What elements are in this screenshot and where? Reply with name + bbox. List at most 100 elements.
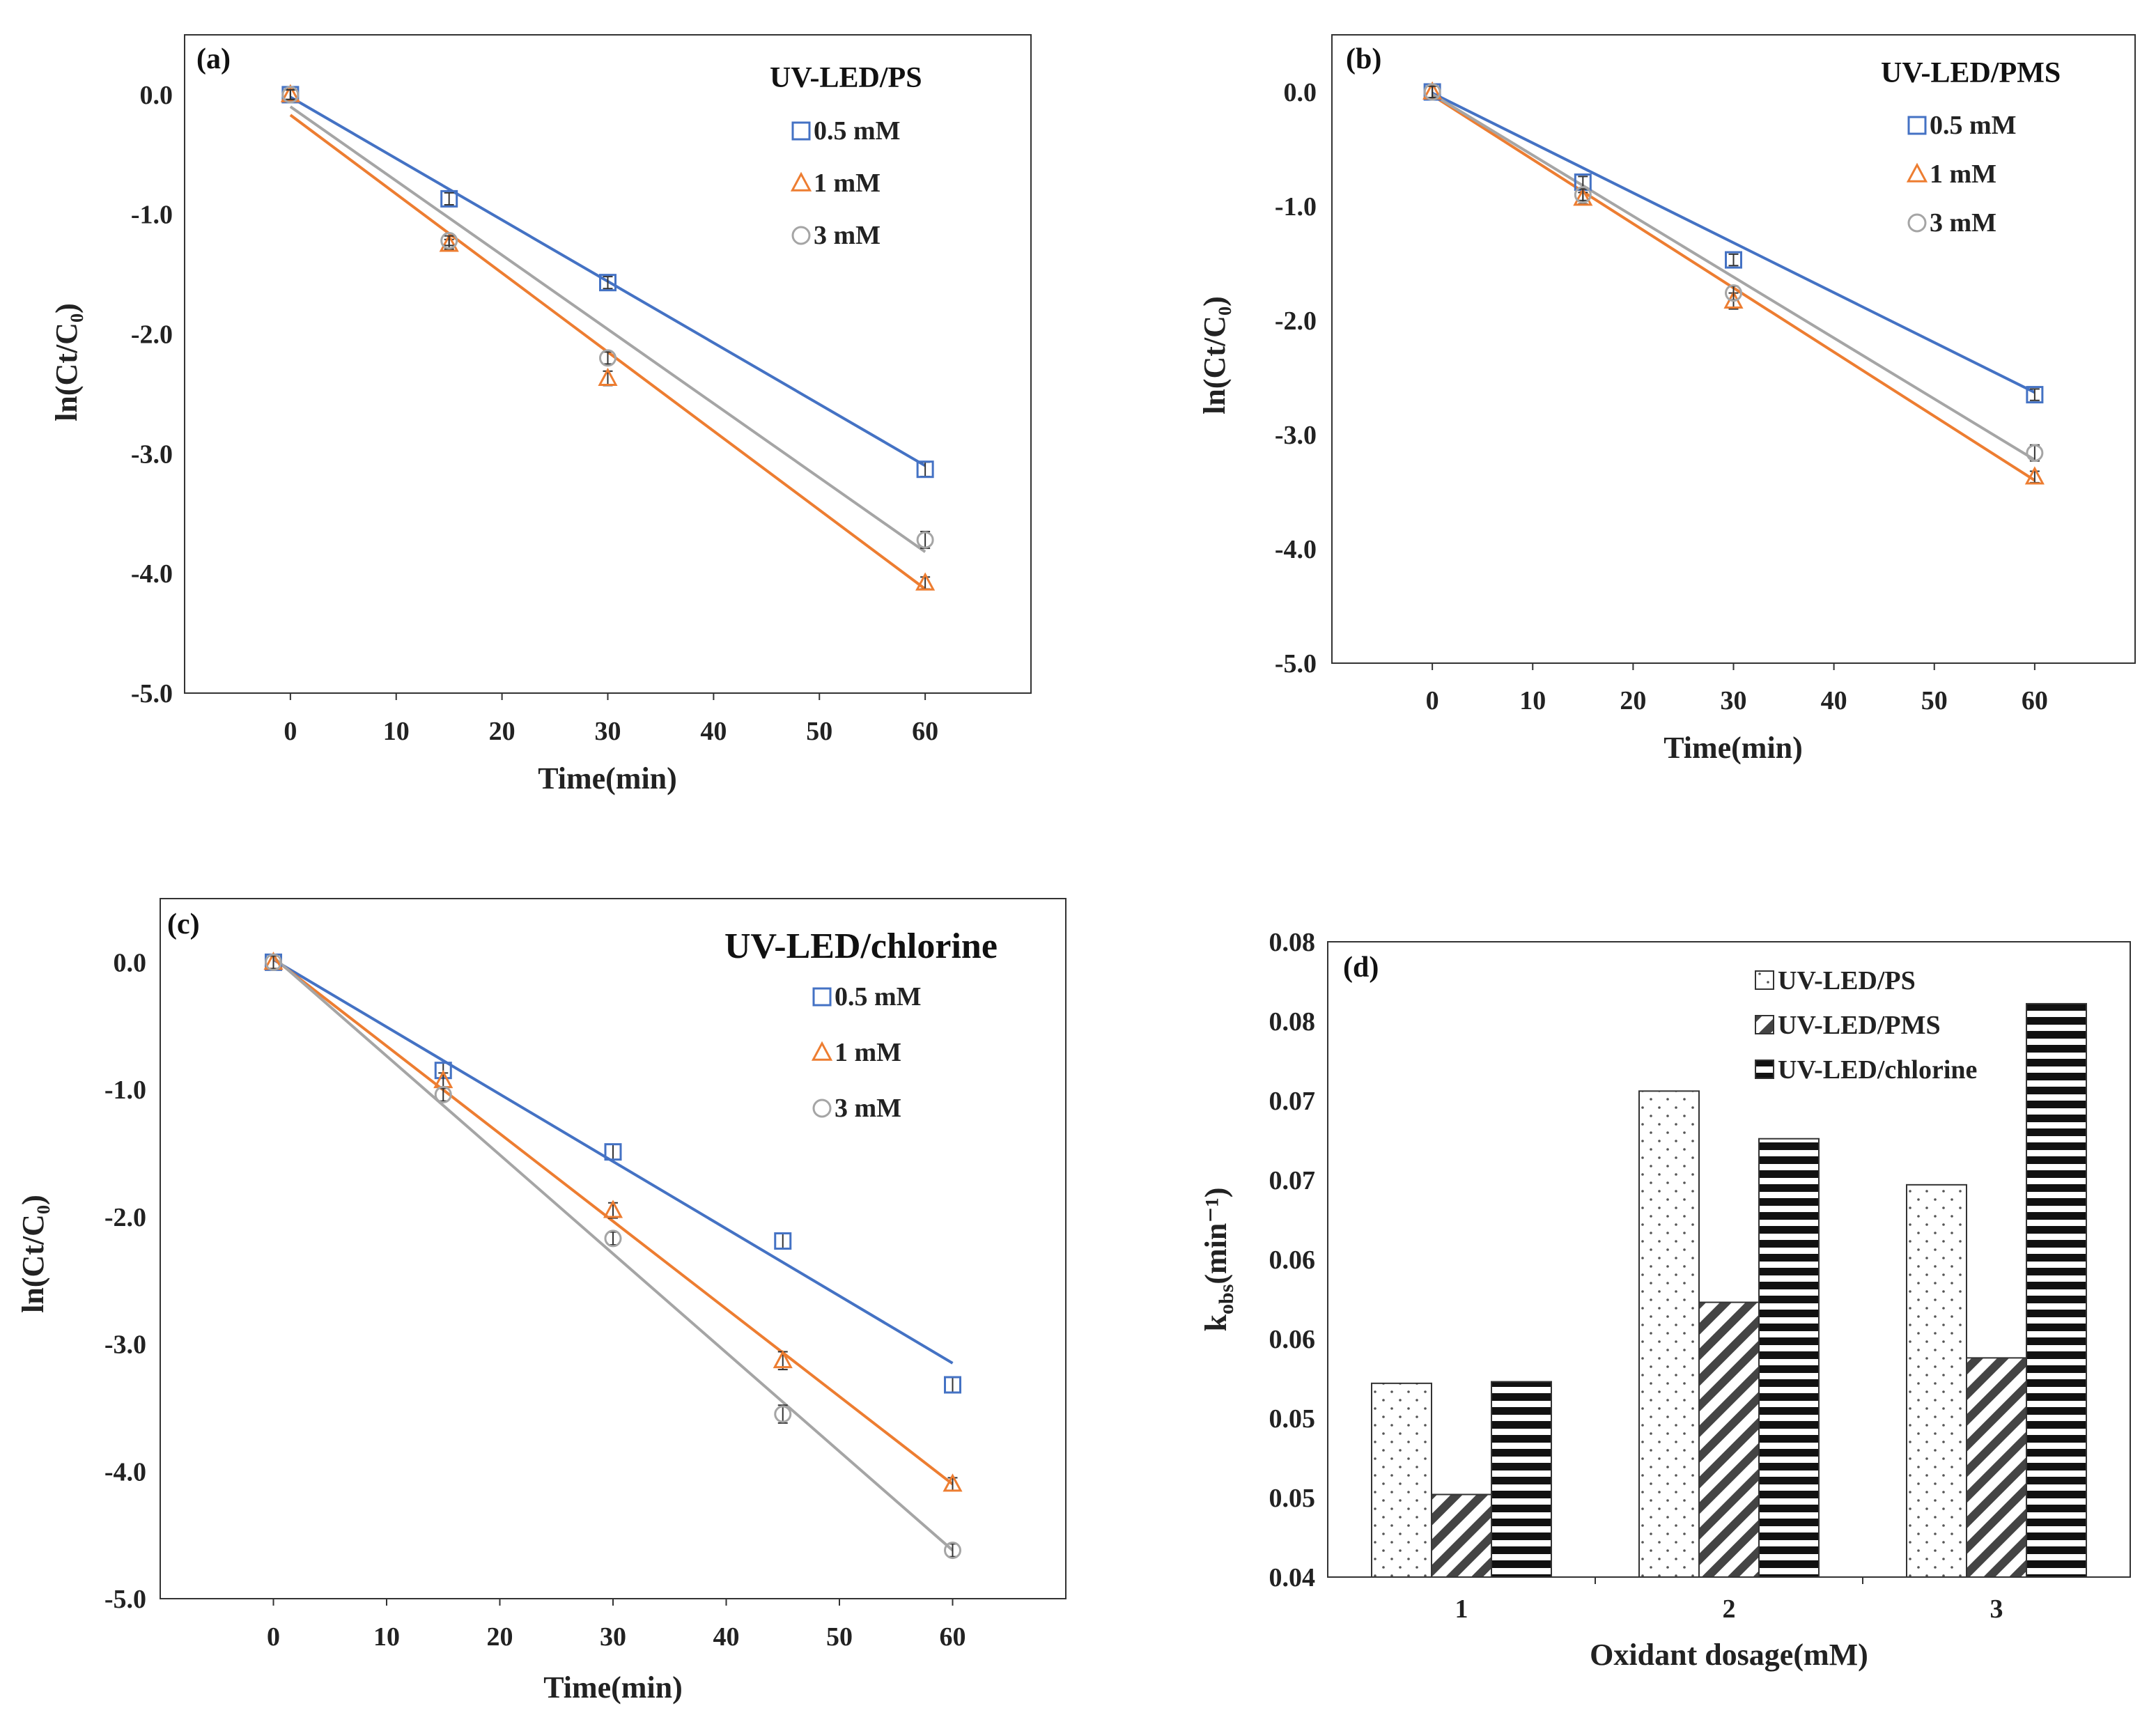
- data-point-circle: [604, 1229, 622, 1248]
- x-axis-label: Time(min): [538, 761, 677, 796]
- x-tick-label: 50: [826, 1622, 853, 1652]
- panel-c: (c) UV-LED/chlorine 0.0 -1.0 -2.0 -3.0 -4.0 -…: [16, 898, 1067, 1705]
- y-tick-label: 0.08: [1269, 928, 1316, 957]
- y-tick-label: -2.0: [131, 320, 173, 350]
- x-tick-label: 20: [1620, 686, 1646, 715]
- y-axis-label-unit: (min⁻¹): [1199, 1188, 1233, 1285]
- y-axis-label: ln(Ct/C₀): [16, 1195, 50, 1313]
- legend-entry: UV-LED/PMS: [1778, 1011, 1941, 1040]
- x-tick-label: 40: [713, 1622, 740, 1652]
- y-tick-label: 0.05: [1269, 1404, 1316, 1434]
- legend-entry: 1 mM: [1930, 160, 1996, 189]
- data-point-circle: [440, 232, 458, 250]
- data-point-circle: [2026, 444, 2044, 462]
- chart-title: UV-LED/PS: [770, 62, 922, 94]
- x-tick-label: 40: [700, 717, 727, 746]
- x-axis-label: Time(min): [1663, 731, 1803, 765]
- y-tick-label: -1.0: [104, 1076, 146, 1105]
- fit-lines: [272, 956, 954, 1552]
- y-tick-label: -4.0: [131, 559, 173, 589]
- legend-swatch: [1755, 1015, 1774, 1034]
- panel-b: (b) UV-LED/PMS 0.0 -1.0 -2.0 -3.0 -4.0 -5.0 0 1…: [1197, 34, 2136, 765]
- x-tick-label: 10: [383, 717, 410, 746]
- x-tick-label: 2: [1723, 1594, 1736, 1624]
- x-axis-label: Time(min): [543, 1670, 683, 1705]
- x-tick-label: 50: [1921, 686, 1948, 715]
- bar-uv-led-ps-2: [1638, 1090, 1700, 1578]
- data-point-triangle: [915, 572, 936, 591]
- bar-uv-led-chlorine-1: [1491, 1381, 1552, 1578]
- x-tick-label: 20: [489, 717, 515, 746]
- y-axis-label: ln(Ct/C₀): [49, 303, 84, 421]
- legend-entry: 1 mM: [835, 1038, 901, 1067]
- legend: 0.5 mM 1 mM 3 mM: [790, 116, 901, 250]
- fit-line-3-mm: [1432, 93, 2035, 461]
- y-tick-label: 0.07: [1269, 1087, 1316, 1116]
- x-tick-label: 30: [595, 717, 621, 746]
- data-point-triangle: [943, 1473, 963, 1492]
- legend-swatch: [1755, 1060, 1774, 1079]
- y-tick-label: 0.0: [1284, 78, 1317, 107]
- fit-line-3-mm: [289, 105, 926, 553]
- data-point-circle: [1725, 284, 1742, 302]
- bar-uv-led-pms-3: [1966, 1357, 2027, 1578]
- x-tick-label: 50: [806, 717, 832, 746]
- data-point-circle: [265, 953, 282, 971]
- y-tick-label: 0.08: [1269, 1007, 1316, 1037]
- y-tick-label: 0.07: [1269, 1166, 1316, 1195]
- legend-entry: 0.5 mM: [1930, 111, 2017, 140]
- panel-d: (d) 0.04 0.05 0.05 0.06 0.06 0.07 0.07 0.08 0.08…: [1199, 928, 2131, 1672]
- x-tick-label: 40: [1821, 686, 1847, 715]
- y-tick-label: 0.0: [114, 948, 147, 977]
- y-tick-label: 0.06: [1269, 1245, 1316, 1275]
- y-tick-label: -3.0: [104, 1330, 146, 1360]
- y-tick-label: -5.0: [131, 679, 173, 708]
- data-point-circle: [1574, 186, 1592, 204]
- fit-line-1-mm: [272, 957, 954, 1486]
- y-tick-label: -4.0: [1275, 535, 1317, 564]
- x-tick-label: 0: [284, 717, 297, 746]
- y-tick-label: 0.0: [140, 81, 173, 110]
- panel-label: (c): [167, 908, 200, 940]
- fit-line-0.5-mm: [272, 958, 954, 1365]
- legend: 0.5 mM 1 mM 3 mM: [1906, 111, 2017, 238]
- bar-uv-led-pms-1: [1431, 1493, 1492, 1578]
- data-point-square: [599, 274, 616, 292]
- x-tick-label: 30: [1721, 686, 1747, 715]
- legend-marker: [790, 171, 812, 192]
- x-tick-label: 10: [373, 1622, 400, 1652]
- data-point-triangle: [598, 367, 618, 386]
- fit-line-3-mm: [272, 956, 954, 1552]
- bars: [1371, 1002, 2087, 1578]
- x-axis-label: Oxidant dosage(mM): [1590, 1638, 1868, 1672]
- data-point-circle: [281, 86, 300, 104]
- x-tick-label: 0: [267, 1622, 280, 1652]
- y-tick-label: -3.0: [1275, 421, 1317, 450]
- chart-title: UV-LED/chlorine: [724, 926, 998, 966]
- data-point-triangle: [773, 1350, 793, 1369]
- x-tick-label: 20: [487, 1622, 513, 1652]
- data-point-square: [774, 1232, 792, 1250]
- legend-marker: [791, 226, 811, 245]
- legend-marker: [791, 121, 811, 141]
- x-tick-label: 0: [1426, 686, 1439, 715]
- x-tick-label: 3: [1990, 1594, 2003, 1624]
- y-tick-label: 0.04: [1269, 1563, 1316, 1592]
- y-tick-label: 0.05: [1269, 1484, 1316, 1513]
- data-point-circle: [774, 1405, 792, 1423]
- legend-marker: [812, 1099, 832, 1118]
- legend-entry: 3 mM: [1930, 208, 1996, 238]
- data-point-triangle: [2024, 466, 2045, 485]
- axis-ticks: 0.04 0.05 0.05 0.06 0.06 0.07 0.07 0.08 0.08 1 2 3: [1269, 928, 2003, 1624]
- legend-swatch: [1755, 970, 1774, 990]
- data-point-circle: [434, 1085, 452, 1103]
- bar-uv-led-chlorine-3: [2026, 1002, 2087, 1578]
- y-tick-label: -1.0: [1275, 192, 1317, 222]
- legend-marker: [1907, 213, 1927, 233]
- data-point-triangle: [280, 84, 300, 102]
- x-tick-label: 10: [1519, 686, 1546, 715]
- data-points: [263, 952, 963, 1560]
- plot-frame: [160, 898, 1067, 1599]
- legend-entry: UV-LED/chlorine: [1778, 1055, 1977, 1085]
- bar-uv-led-chlorine-2: [1758, 1138, 1820, 1578]
